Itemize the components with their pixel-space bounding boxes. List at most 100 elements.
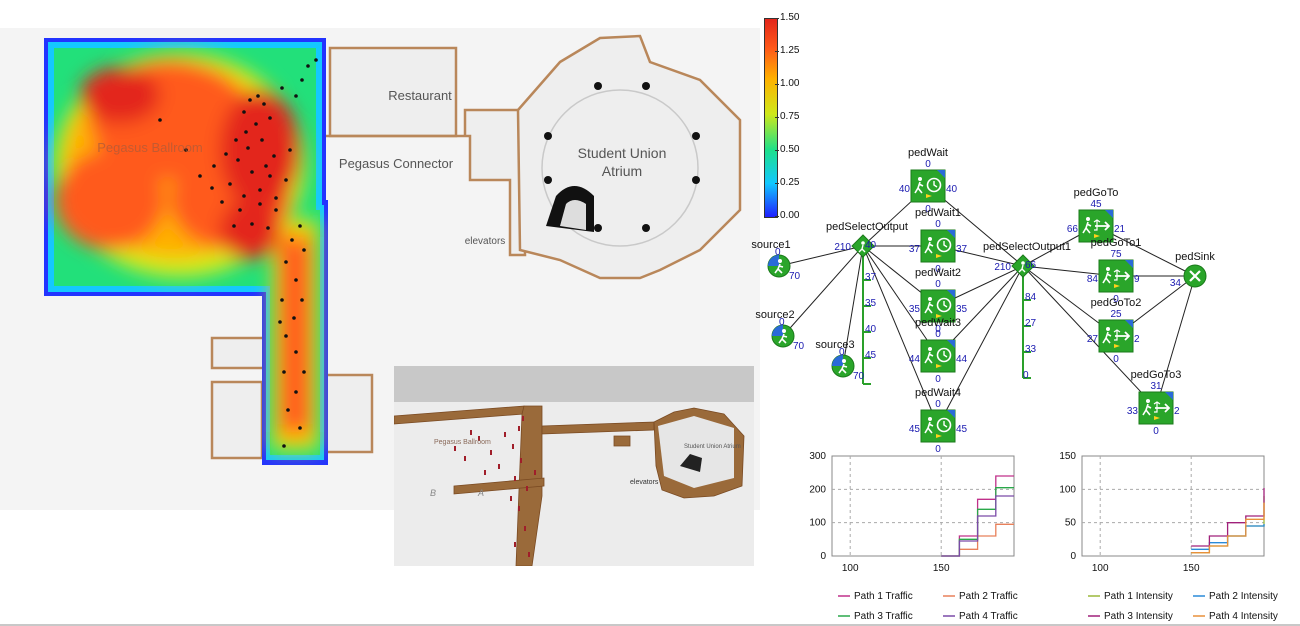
legend-label: Path 4 Traffic	[959, 611, 1018, 622]
flow-count-top: 45	[1090, 199, 1102, 210]
flow-block-label: pedWait4	[915, 387, 961, 399]
colorscale-tick: 0.75	[775, 111, 799, 122]
series-line-4	[1191, 502, 1265, 554]
flow-block-label: pedWait2	[915, 267, 961, 279]
connector-label: Pegasus Connector	[339, 156, 454, 171]
flow-count-bottom: 0	[935, 264, 941, 275]
flow-count-top: 0	[935, 279, 941, 290]
flow-count-out: 9	[1134, 274, 1140, 285]
svg-text:Pegasus Ballroom: Pegasus Ballroom	[434, 439, 491, 446]
legend-label: Path 3 Intensity	[1104, 611, 1173, 622]
pedestrian-agents	[158, 58, 318, 448]
flow-count-bottom: 0	[1153, 426, 1159, 437]
legend-label: Path 3 Traffic	[854, 611, 913, 622]
colorscale-tick: 1.00	[775, 78, 799, 89]
flow-count-out: 70	[853, 371, 865, 382]
flow-count-in: 210	[994, 262, 1011, 273]
flow-count-in: 40	[899, 184, 911, 195]
room-labels: Restaurant Pegasus Connector Student Uni…	[97, 88, 666, 247]
x-tick-label: 150	[1183, 563, 1200, 574]
flow-count-out: 27	[1025, 318, 1037, 329]
y-tick-label: 150	[1059, 451, 1076, 462]
colorscale-bar	[764, 18, 778, 218]
flow-count-out: 45	[865, 350, 877, 361]
flow-count-in: 45	[909, 424, 921, 435]
flow-block-label: pedWait3	[915, 317, 961, 329]
flow-block-label: pedWait	[908, 147, 948, 159]
flow-block-pedSelectOutput1[interactable]: pedSelectOutput1 210 66 84 27 33 0	[983, 241, 1071, 381]
flow-count-bottom: 0	[935, 374, 941, 385]
flow-count-out: 40	[865, 240, 877, 251]
colorscale-tick: 0.00	[775, 210, 799, 221]
legend-label: Path 1 Traffic	[854, 591, 913, 602]
flow-count-top: 0	[935, 399, 941, 410]
flow-count-in: 84	[1087, 274, 1099, 285]
flow-count-out: 70	[793, 341, 805, 352]
atrium-label-line2: Atrium	[602, 163, 642, 179]
view-3d[interactable]: Pegasus Ballroom Student Union Atrium el…	[394, 366, 754, 566]
atrium-columns	[544, 82, 700, 232]
legend-label: Path 2 Traffic	[959, 591, 1018, 602]
building-walls	[210, 34, 742, 460]
flow-count-out: 70	[789, 271, 801, 282]
flow-block-label: source3	[815, 339, 854, 351]
flow-count-top: 25	[1110, 309, 1122, 320]
flow-block-label: pedGoTo1	[1091, 237, 1142, 249]
flow-count-top: 75	[1110, 249, 1122, 260]
flow-block-label: pedGoTo	[1074, 187, 1119, 199]
floorplan-view[interactable]: Restaurant Pegasus Connector Student Uni…	[0, 0, 760, 510]
flow-count-in: 0	[779, 317, 785, 328]
clock-icon	[936, 237, 952, 253]
flow-count-in: 0	[839, 347, 845, 358]
y-tick-label: 200	[809, 484, 826, 495]
flow-count-bottom: 0	[925, 204, 931, 215]
flow-count-out: 40	[946, 184, 958, 195]
flow-count-top: 31	[1150, 381, 1162, 392]
flow-count-top: 0	[935, 329, 941, 340]
flow-block-label: pedGoTo2	[1091, 297, 1142, 309]
flow-count-out: 40	[865, 324, 877, 335]
series-line-3	[1191, 488, 1265, 547]
clock-icon	[936, 297, 952, 313]
flow-count-in: 44	[909, 354, 921, 365]
flow-count-in: 33	[1127, 406, 1139, 417]
flow-block-pedSink[interactable]: pedSink 34	[1170, 251, 1215, 289]
svg-text:Student Union Atrium: Student Union Atrium	[684, 444, 741, 450]
colorscale-tick: 1.50	[775, 12, 799, 23]
flow-count-bottom: 0	[1113, 294, 1119, 305]
x-tick-label: 100	[842, 563, 859, 574]
clock-icon	[936, 347, 952, 363]
flow-count-out: 45	[956, 424, 968, 435]
svg-text:B: B	[430, 488, 436, 498]
flow-count-in: 35	[909, 304, 921, 315]
flow-block-label: pedSelectOutput1	[983, 241, 1071, 253]
y-tick-label: 0	[1070, 551, 1076, 562]
bottom-divider	[0, 624, 1300, 626]
crowd-3d	[454, 416, 536, 557]
traffic-chart: 300 200 100 0 100 150 Path 1 Traffic Path 2 Tra…	[809, 451, 1018, 622]
flow-count-out: 33	[1025, 344, 1037, 355]
atrium-ring	[541, 89, 699, 247]
flow-block-label: source1	[751, 239, 790, 251]
flow-count-in: 37	[909, 244, 921, 255]
flow-block-pedSelectOutput[interactable]: pedSelectOutput 210 40 37 35 40 45	[826, 221, 908, 361]
y-tick-label: 300	[809, 451, 826, 462]
y-tick-label: 100	[809, 518, 826, 529]
legend-label: Path 4 Intensity	[1209, 611, 1278, 622]
flow-block-label: pedSelectOutput	[826, 221, 908, 233]
x-tick-label: 100	[1092, 563, 1109, 574]
flow-count-out: 44	[956, 354, 968, 365]
